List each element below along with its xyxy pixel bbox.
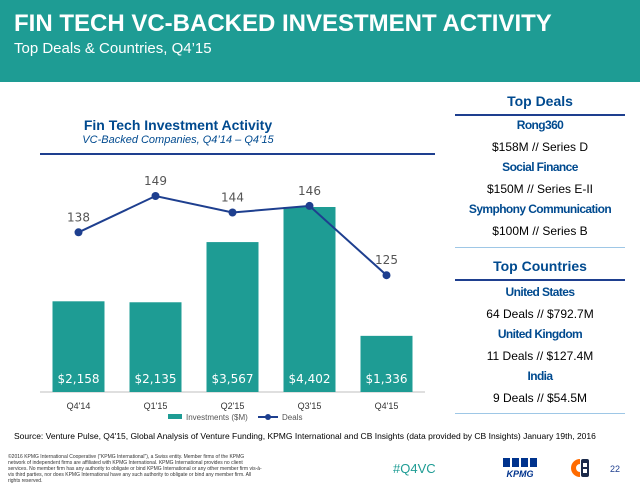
deal-detail-2: $150M // Series E-II (486, 182, 594, 196)
top-deals-divider (455, 247, 625, 248)
investment-data-label: $2,135 (135, 372, 177, 386)
x-tick-label: Q4'15 (375, 401, 399, 411)
legend-deals-label: Deals (282, 413, 302, 422)
page-number: 22 (610, 464, 621, 474)
deals-data-label: 125 (375, 253, 398, 267)
kpmg-logo-text: KPMG (507, 469, 534, 478)
deal-name-1: Rong360 (516, 118, 564, 132)
deals-point (74, 228, 83, 237)
legend-deals-marker (265, 414, 271, 420)
deals-data-label: 149 (144, 174, 167, 188)
source-note: Source: Venture Pulse, Q4'15, Global Ana… (14, 431, 596, 441)
header-banner: FIN TECH VC-BACKED INVESTMENT ACTIVITY T… (0, 0, 640, 82)
deals-data-label: 144 (221, 191, 244, 205)
investment-data-label: $4,402 (289, 372, 331, 386)
investment-bar (52, 301, 105, 392)
legend-investments-label: Investments ($M) (186, 413, 248, 422)
hashtag: #Q4VC (393, 461, 436, 476)
chart-title: Fin Tech Investment Activity (83, 117, 273, 133)
x-tick-label: Q4'14 (67, 401, 91, 411)
cb-insights-logo (571, 459, 589, 477)
x-tick-label: Q1'15 (144, 401, 168, 411)
deal-name-3: Symphony Communication (468, 202, 612, 216)
x-tick-label: Q3'15 (298, 401, 322, 411)
deals-point (382, 271, 391, 280)
top-countries-heading: Top Countries (455, 254, 625, 281)
deal-detail-1: $158M // Series D (491, 140, 589, 154)
deal-detail-3: $100M // Series B (492, 224, 588, 238)
country-name-2: United Kingdom (497, 327, 583, 341)
country-name-1: United States (505, 285, 575, 299)
legend-investments-swatch (168, 414, 182, 419)
investment-bar (283, 207, 336, 392)
deal-name-2: Social Finance (502, 160, 578, 174)
country-detail-3: 9 Deals // $54.5M (492, 391, 588, 405)
investment-data-label: $1,336 (366, 372, 408, 386)
deals-data-label: 138 (67, 210, 90, 224)
deals-point (305, 201, 314, 210)
country-detail-2: 11 Deals // $127.4M (486, 349, 594, 363)
investment-data-label: $3,567 (212, 372, 254, 386)
investment-bar (360, 335, 413, 392)
country-detail-1: 64 Deals // $792.7M (486, 307, 594, 321)
country-name-3: India (527, 369, 553, 383)
kpmg-logo: KPMG (503, 458, 537, 478)
deals-point (228, 208, 237, 217)
chart-title-divider (40, 153, 435, 155)
page-title: FIN TECH VC-BACKED INVESTMENT ACTIVITY (14, 10, 552, 37)
investment-bar (129, 302, 182, 392)
deals-point (151, 192, 160, 200)
legal-disclaimer: ©2016 KPMG International Cooperative (“K… (8, 454, 262, 484)
page-subtitle: Top Deals & Countries, Q4’15 (14, 40, 212, 57)
investment-chart: $2,158 Q4'14 $2,135 Q1'15 $3,567 Q2'15 $4,402 Q… (40, 174, 425, 422)
investment-bar (206, 242, 259, 392)
x-tick-label: Q2'15 (221, 401, 245, 411)
deals-data-label: 146 (298, 184, 321, 198)
top-deals-heading: Top Deals (455, 89, 625, 116)
top-countries-divider (455, 413, 625, 414)
investment-data-label: $2,158 (58, 372, 100, 386)
chart-subtitle: VC-Backed Companies, Q4’14 – Q4’15 (82, 134, 274, 146)
